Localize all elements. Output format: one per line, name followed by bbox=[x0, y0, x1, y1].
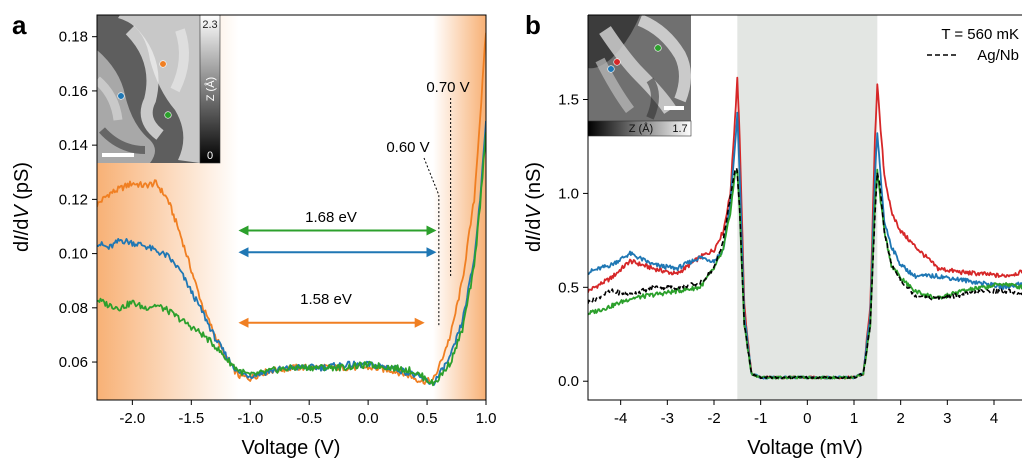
x-axis-label-a: Voltage (V) bbox=[242, 437, 341, 459]
x-tick-label: -1.5 bbox=[178, 410, 204, 427]
y-tick-label: 1.0 bbox=[558, 185, 579, 202]
y-axis-label-b: dI/dV (nS) bbox=[523, 162, 545, 252]
colorbar-label-a: Z (Å) bbox=[204, 77, 217, 101]
series-a bbox=[97, 32, 486, 387]
x-tick-label: 1 bbox=[850, 410, 858, 427]
panel-a: a 1.68 eV 1.58 eV 0.60 V 0.70 V bbox=[11, 10, 496, 459]
label-158ev: 1.58 eV bbox=[300, 291, 352, 308]
shaded-region bbox=[737, 15, 878, 400]
x-tick-label: 2 bbox=[896, 410, 904, 427]
marker-060v bbox=[423, 157, 440, 327]
x-tick-label: -0.5 bbox=[296, 410, 322, 427]
panel-b: b Z (Å) 1.7 T = 560 mK Ag/Nb bbox=[523, 10, 1022, 459]
tip-dot-green-b bbox=[654, 44, 662, 52]
scale-bar-b bbox=[664, 106, 684, 110]
y-tick-label: 0.5 bbox=[558, 279, 579, 296]
tip-dot-orange bbox=[159, 60, 167, 68]
x-axis-label-b: Voltage (mV) bbox=[747, 437, 863, 459]
axes-b: -4 -3 -2 -1 0 1 2 3 4 0.0 0.5 1.0 1.5 bbox=[558, 92, 998, 427]
y-tick-label: 0.10 bbox=[59, 246, 88, 263]
topography-image-a bbox=[97, 15, 200, 163]
arrow-head-right bbox=[426, 247, 437, 258]
panel-letter-b: b bbox=[525, 10, 541, 40]
shaded-regions-b bbox=[737, 15, 878, 400]
panel-letter-a: a bbox=[12, 10, 27, 40]
y-tick-label: 0.18 bbox=[59, 29, 88, 46]
arrow-head-left bbox=[238, 225, 249, 236]
legend-label-agnb: Ag/Nb bbox=[977, 47, 1019, 64]
colorbar-a bbox=[200, 15, 220, 163]
tip-dot-blue-b bbox=[607, 65, 615, 73]
inset-topography-b: Z (Å) 1.7 bbox=[587, 15, 692, 137]
x-tick-label: 3 bbox=[943, 410, 951, 427]
label-060v: 0.60 V bbox=[386, 139, 429, 156]
scale-bar-a bbox=[102, 153, 134, 157]
annotations-a bbox=[238, 98, 452, 328]
label-168ev: 1.68 eV bbox=[305, 209, 357, 226]
series-line bbox=[97, 132, 486, 387]
shaded-region bbox=[432, 15, 486, 400]
temperature-label: T = 560 mK bbox=[941, 26, 1019, 43]
colorbar-max-a: 2.3 bbox=[202, 19, 217, 31]
series-line bbox=[588, 167, 1022, 380]
x-tick-label: 4 bbox=[990, 410, 998, 427]
colorbar-max-b: 1.7 bbox=[672, 123, 687, 135]
arrow-head-right bbox=[426, 225, 437, 236]
y-tick-label: 0.16 bbox=[59, 83, 88, 100]
y-tick-label: 0.12 bbox=[59, 191, 88, 208]
x-tick-label: -1.0 bbox=[237, 410, 263, 427]
colorbar-b bbox=[588, 121, 691, 136]
y-tick-label: 1.5 bbox=[558, 92, 579, 109]
plot-frame-a bbox=[96, 14, 487, 401]
axes-a: -2.0 -1.5 -1.0 -0.5 0.0 0.5 1.0 0.06 0.08 0.10 0.1… bbox=[59, 29, 497, 427]
plot-frame-b bbox=[587, 14, 1022, 401]
topography-image-b bbox=[588, 15, 691, 120]
x-tick-label: 1.0 bbox=[476, 410, 497, 427]
y-tick-label: 0.08 bbox=[59, 300, 88, 317]
y-tick-label: 0.06 bbox=[59, 354, 88, 371]
x-tick-label: -4 bbox=[614, 410, 627, 427]
y-axis-label-a: dI/dV (pS) bbox=[11, 162, 33, 252]
tip-dot-blue bbox=[117, 92, 125, 100]
x-tick-label: -2 bbox=[707, 410, 720, 427]
arrow-head-left bbox=[238, 247, 249, 258]
tip-dot-red bbox=[613, 58, 621, 66]
y-tick-label: 0.0 bbox=[558, 373, 579, 390]
x-tick-label: 0.5 bbox=[417, 410, 438, 427]
arrow-head-right bbox=[414, 317, 425, 328]
inset-topography-a: 2.3 0 Z (Å) bbox=[97, 14, 221, 164]
arrow-head-left bbox=[238, 317, 249, 328]
label-070v: 0.70 V bbox=[426, 79, 469, 96]
colorbar-min-a: 0 bbox=[207, 150, 213, 162]
series-b bbox=[588, 76, 1022, 380]
x-tick-label: -3 bbox=[661, 410, 674, 427]
x-tick-label: -1 bbox=[754, 410, 767, 427]
x-tick-label: -2.0 bbox=[119, 410, 145, 427]
tip-dot-green bbox=[164, 111, 172, 119]
colorbar-label-b: Z (Å) bbox=[629, 122, 653, 135]
x-tick-label: 0.0 bbox=[358, 410, 379, 427]
y-tick-label: 0.14 bbox=[59, 137, 88, 154]
x-tick-label: 0 bbox=[803, 410, 811, 427]
